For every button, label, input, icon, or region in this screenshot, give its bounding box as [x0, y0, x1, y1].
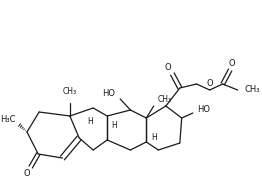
Text: H: H — [111, 120, 117, 130]
Text: CH₃: CH₃ — [244, 86, 260, 94]
Text: H: H — [151, 132, 157, 141]
Text: HO: HO — [198, 106, 211, 114]
Text: O: O — [24, 169, 30, 177]
Text: CH₃: CH₃ — [157, 96, 172, 104]
Text: O: O — [206, 78, 213, 88]
Text: H₃C: H₃C — [0, 116, 16, 124]
Text: H: H — [88, 118, 93, 126]
Text: O: O — [229, 60, 235, 68]
Text: CH₃: CH₃ — [63, 87, 77, 96]
Text: HO: HO — [102, 90, 116, 98]
Text: O: O — [165, 64, 171, 72]
